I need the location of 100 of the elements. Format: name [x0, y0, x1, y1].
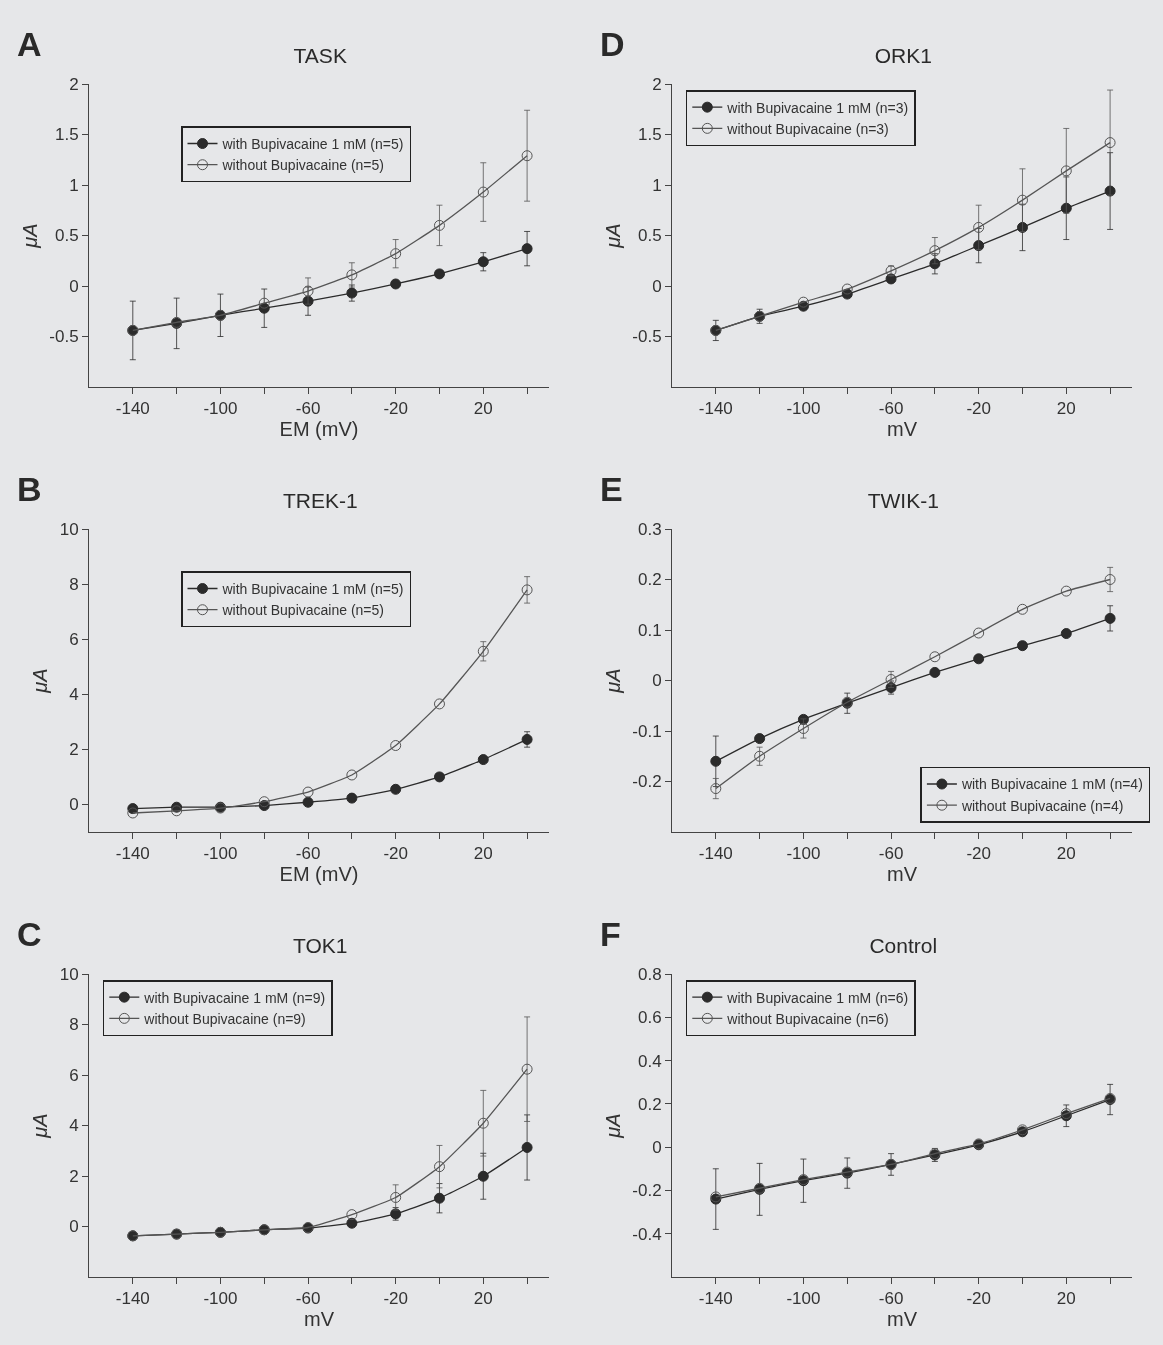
point: [302, 285, 314, 297]
chart-title: TOK1: [293, 934, 348, 958]
point: [710, 783, 722, 795]
point: [1060, 585, 1072, 597]
legend-label: without Bupivacaine (n=9): [143, 1010, 306, 1027]
point: [521, 150, 533, 162]
point: [1104, 574, 1116, 585]
point: [1016, 194, 1028, 206]
chart-title: Control: [869, 934, 938, 958]
point: [477, 1117, 489, 1129]
y-axis-title: μA: [18, 223, 41, 249]
x-tick-label: -100: [203, 399, 238, 419]
y-tick-label: 0.5: [54, 226, 79, 246]
text: F: [600, 915, 621, 953]
legend-label: with Bupivacaine 1 mM (n=5): [221, 135, 404, 152]
y-axis-title: μA: [29, 668, 52, 694]
x-tick-label: -100: [786, 399, 821, 419]
x-tick-label: -20: [966, 844, 991, 864]
y-tick-label: 0.4: [637, 1051, 662, 1071]
y-tick-label: 0.1: [637, 620, 662, 640]
point: [390, 1191, 402, 1203]
point: [477, 1170, 489, 1182]
x-axis-title: mV: [887, 418, 918, 441]
point: [477, 754, 489, 766]
point: [521, 584, 533, 596]
x-tick-label: -20: [383, 399, 408, 419]
y-tick-label: 0.8: [637, 964, 662, 984]
x-axis-title: mV: [887, 1308, 918, 1331]
point: [433, 1192, 445, 1204]
x-axis-title: EM (mV): [279, 418, 359, 441]
y-tick-label: 2: [69, 1166, 79, 1186]
point: [929, 651, 941, 663]
point: [258, 796, 270, 808]
chart-title: TASK: [293, 44, 347, 68]
x-tick-label: -100: [786, 1289, 821, 1309]
x-tick-label: -20: [383, 1289, 408, 1309]
x-tick-label: -140: [115, 844, 150, 864]
x-axis-title: mV: [304, 1308, 335, 1331]
y-tick-label: 0.2: [637, 570, 662, 590]
point: [973, 653, 985, 665]
y-tick-label: 2: [69, 74, 79, 94]
y-tick-label: 0.2: [637, 1094, 662, 1114]
point: [433, 1161, 445, 1173]
x-tick-label: -140: [698, 844, 733, 864]
legend-label: without Bupivacaine (n=5): [221, 157, 384, 174]
y-tick-label: 2: [69, 740, 79, 760]
y-axis-title: μA: [29, 1113, 52, 1139]
point: [127, 807, 139, 819]
x-tick-label: -100: [203, 1289, 238, 1309]
point: [797, 296, 809, 308]
y-tick-label: 8: [69, 1015, 79, 1035]
x-tick-label: -100: [203, 844, 238, 864]
point: [710, 755, 722, 767]
point: [390, 783, 402, 795]
x-tick-label: -60: [295, 844, 321, 864]
point: [521, 243, 533, 255]
x-tick-label: 20: [1056, 844, 1076, 864]
y-tick-label: 0: [69, 1217, 79, 1237]
x-axis-title: mV: [887, 863, 918, 886]
legend-label: with Bupivacaine 1 mM (n=4): [960, 776, 1143, 793]
y-tick-label: 0: [652, 1138, 662, 1158]
point: [346, 269, 358, 281]
point: [171, 805, 183, 817]
y-tick-label: 6: [69, 630, 79, 650]
y-axis-title: μA: [601, 668, 624, 694]
point: [1016, 603, 1028, 615]
legend-label: with Bupivacaine 1 mM (n=9): [143, 989, 326, 1006]
point: [973, 221, 985, 233]
point: [754, 750, 766, 762]
y-tick-label: 0.5: [637, 226, 662, 246]
legend-label: with Bupivacaine 1 mM (n=6): [726, 989, 909, 1006]
x-tick-label: -140: [115, 1289, 150, 1309]
point: [521, 1141, 533, 1153]
point: [302, 796, 314, 808]
legend-label: without Bupivacaine (n=5): [221, 602, 384, 619]
text: C: [17, 915, 42, 953]
legend-label: without Bupivacaine (n=4): [960, 797, 1124, 814]
y-tick-label: 0.3: [637, 519, 662, 539]
point: [1104, 137, 1116, 149]
y-tick-label: 4: [69, 1116, 79, 1136]
point: [477, 645, 489, 657]
y-tick-label: 10: [59, 964, 79, 984]
y-tick-label: -0.1: [632, 721, 662, 741]
point: [346, 792, 358, 804]
y-axis-title: μA: [601, 223, 624, 249]
legend-label: without Bupivacaine (n=6): [726, 1010, 889, 1027]
point: [1060, 165, 1072, 177]
y-tick-label: 0: [652, 671, 662, 691]
point: [521, 1063, 533, 1075]
x-tick-label: -60: [878, 399, 904, 419]
point: [302, 786, 314, 798]
chart-title: ORK1: [874, 44, 932, 68]
point: [477, 186, 489, 198]
x-tick-label: -60: [295, 1289, 321, 1309]
y-tick-label: 0: [652, 276, 662, 296]
point: [390, 248, 402, 260]
x-axis-title: EM (mV): [279, 863, 359, 886]
legend-label: without Bupivacaine (n=3): [726, 120, 889, 137]
chart-title: TWIK-1: [867, 489, 939, 513]
point: [841, 283, 853, 295]
